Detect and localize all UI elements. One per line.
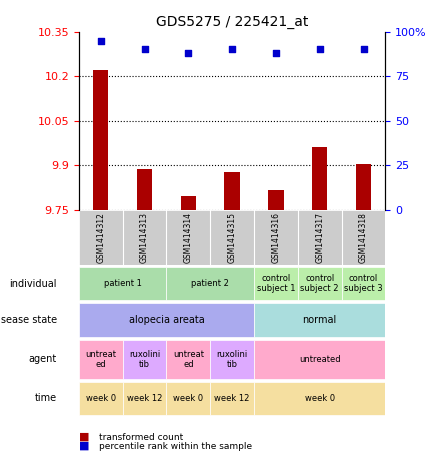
Title: GDS5275 / 225421_at: GDS5275 / 225421_at [156,15,308,29]
Bar [166,209,210,265]
Bar [79,381,123,415]
Text: ruxolini
tib: ruxolini tib [129,350,160,369]
Bar [166,267,254,300]
Bar [123,209,166,265]
Text: alopecia areata: alopecia areata [129,315,204,325]
Text: week 12: week 12 [215,394,250,403]
Bar [298,267,342,300]
Text: GSM1414315: GSM1414315 [228,212,237,263]
Text: week 0: week 0 [86,394,116,403]
Text: ruxolini
tib: ruxolini tib [216,350,248,369]
Text: GSM1414313: GSM1414313 [140,212,149,263]
Text: GSM1414312: GSM1414312 [96,212,105,263]
Bar [210,209,254,265]
Text: GSM1414317: GSM1414317 [315,212,324,263]
Text: GSM1414314: GSM1414314 [184,212,193,263]
Text: control
subject 2: control subject 2 [300,274,339,294]
Text: control
subject 3: control subject 3 [344,274,383,294]
Text: individual: individual [10,279,57,289]
Text: week 0: week 0 [173,394,203,403]
Bar [210,381,254,415]
Bar [298,209,342,265]
Bar [224,173,240,209]
Bar [342,209,385,265]
Bar [356,164,371,209]
Text: time: time [35,394,57,404]
Text: week 12: week 12 [127,394,162,403]
Text: patient 1: patient 1 [104,279,141,288]
Text: disease state: disease state [0,315,57,325]
Text: normal: normal [303,315,337,325]
Bar [123,340,166,379]
Text: untreat
ed: untreat ed [173,350,204,369]
Text: patient 2: patient 2 [191,279,229,288]
Text: untreat
ed: untreat ed [85,350,116,369]
Bar [254,267,298,300]
Text: control
subject 1: control subject 1 [257,274,295,294]
Bar [180,196,196,209]
Point [141,46,148,53]
Point [316,46,323,53]
Text: GSM1414318: GSM1414318 [359,212,368,263]
Bar [342,267,385,300]
Point [229,46,236,53]
Point [185,49,192,57]
Bar [93,70,109,209]
Point [97,37,104,44]
Bar [254,340,385,379]
Bar [79,209,123,265]
Bar [254,209,298,265]
Bar [254,304,385,337]
Point [360,46,367,53]
Text: ■: ■ [79,441,89,451]
Text: transformed count: transformed count [99,433,183,442]
Text: GSM1414316: GSM1414316 [272,212,280,263]
Bar [123,381,166,415]
Bar [312,147,327,209]
Bar [166,340,210,379]
Text: percentile rank within the sample: percentile rank within the sample [99,442,252,451]
Bar [210,340,254,379]
Bar [254,381,385,415]
Bar [137,169,152,209]
Text: week 0: week 0 [305,394,335,403]
Text: untreated: untreated [299,355,341,364]
Bar [79,304,254,337]
Bar [268,190,283,209]
Text: agent: agent [29,354,57,364]
Bar [166,381,210,415]
Text: ■: ■ [79,432,89,442]
Point [272,49,279,57]
Bar [79,267,166,300]
Bar [79,340,123,379]
